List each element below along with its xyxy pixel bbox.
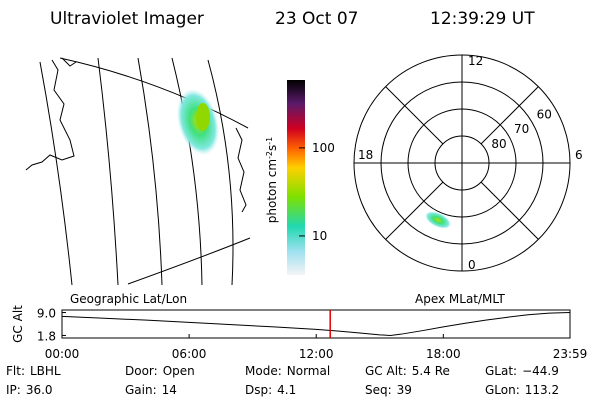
map-caption: Geographic Lat/Lon <box>70 292 187 306</box>
colorbar-tick-label: 10 <box>312 229 327 243</box>
info-label: Flt: <box>6 364 25 378</box>
colorbar <box>287 80 305 275</box>
info-value: 113.2 <box>525 383 559 397</box>
lat-label: 60 <box>537 108 552 122</box>
info-label: Gain: <box>125 383 157 397</box>
aurora-geo <box>176 88 220 156</box>
time: 12:39:29 UT <box>430 9 535 29</box>
lat-label: 70 <box>514 122 529 136</box>
y-tick-label: 1.8 <box>37 329 56 343</box>
info-item: Seq: 39 <box>365 383 412 397</box>
info-item: Gain: 14 <box>125 383 177 397</box>
colorbar-tick-label: 100 <box>312 141 335 155</box>
colorbar-label: photon cm-2s-1 <box>265 137 280 224</box>
y-tick-label: 9.0 <box>37 307 56 321</box>
mlt-label: 6 <box>575 148 583 162</box>
info-item: IP: 36.0 <box>6 383 53 397</box>
x-tick-label: 18:00 <box>426 347 461 361</box>
info-label: Mode: <box>245 364 282 378</box>
spoke <box>480 86 539 145</box>
info-item: Dsp: 4.1 <box>245 383 296 397</box>
info-value: 36.0 <box>26 383 53 397</box>
info-label: GLat: <box>485 364 517 378</box>
info-label: IP: <box>6 383 21 397</box>
info-value: 39 <box>397 383 412 397</box>
x-tick-label: 06:00 <box>172 347 207 361</box>
altitude-line <box>61 312 571 336</box>
info-label: Seq: <box>365 383 392 397</box>
info-item: GLon: 113.2 <box>485 383 559 397</box>
info-value: 4.1 <box>277 383 296 397</box>
info-value: 5.4 Re <box>412 364 450 378</box>
info-value: Open <box>163 364 195 378</box>
info-item: Mode: Normal <box>245 364 330 378</box>
plot-frame <box>61 309 571 339</box>
info-item: Flt: LBHL <box>6 364 61 378</box>
polar-grid <box>353 54 571 272</box>
y-axis-label: GC Alt <box>11 305 25 343</box>
info-item: GLat: −44.9 <box>485 364 559 378</box>
info-value: Normal <box>287 364 330 378</box>
polar-caption: Apex MLat/MLT <box>415 292 505 306</box>
aurora-polar <box>424 211 452 229</box>
info-label: Door: <box>125 364 158 378</box>
spoke <box>480 181 539 240</box>
spoke <box>385 86 444 145</box>
info-label: GC Alt: <box>365 364 407 378</box>
geo-map <box>25 57 251 286</box>
title: Ultraviolet Imager <box>50 9 204 29</box>
x-tick-label: 23:59 <box>553 347 588 361</box>
info-item: GC Alt: 5.4 Re <box>365 364 450 378</box>
info-label: GLon: <box>485 383 520 397</box>
info-value: −44.9 <box>522 364 559 378</box>
mlt-label: 12 <box>468 54 483 68</box>
info-value: LBHL <box>30 364 61 378</box>
info-label: Dsp: <box>245 383 272 397</box>
lat-label: 80 <box>491 137 506 151</box>
info-item: Door: Open <box>125 364 195 378</box>
x-tick-label: 12:00 <box>299 347 334 361</box>
mlt-label: 18 <box>358 148 373 162</box>
mlt-label: 0 <box>468 258 476 272</box>
spoke <box>385 181 444 240</box>
x-tick-label: 00:00 <box>45 347 80 361</box>
date: 23 Oct 07 <box>275 9 358 29</box>
info-value: 14 <box>162 383 177 397</box>
